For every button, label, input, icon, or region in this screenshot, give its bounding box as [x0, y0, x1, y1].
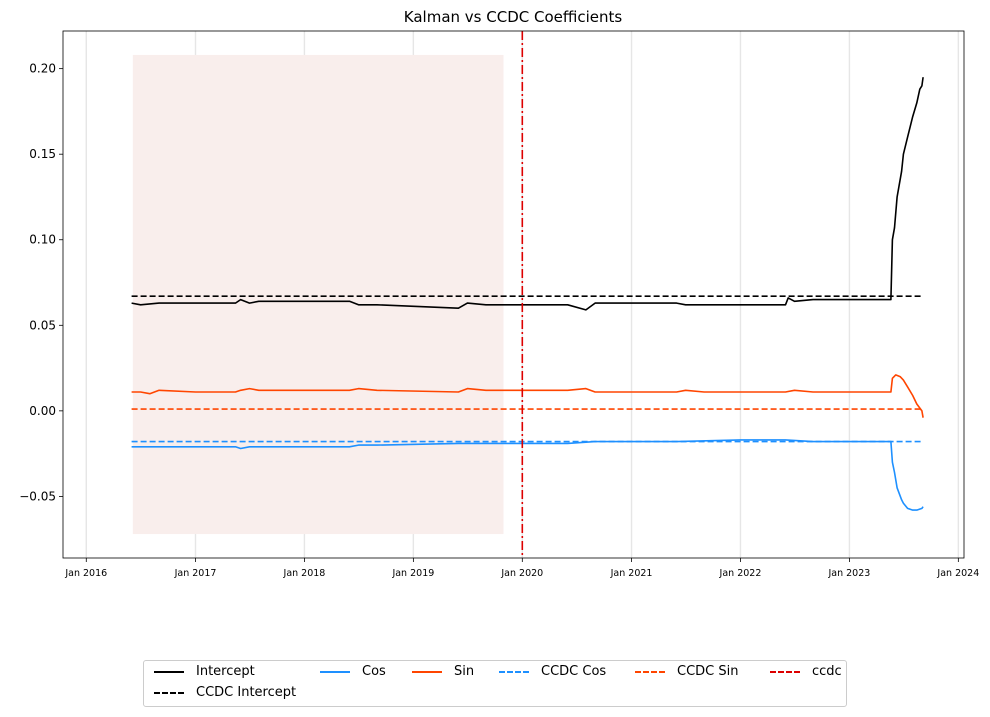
legend-item: Intercept — [154, 664, 255, 679]
y-tick-label: 0.20 — [29, 62, 56, 76]
x-tick-label: Jan 2019 — [391, 568, 434, 579]
series-sin-line — [131, 374, 924, 418]
legend-label: Cos — [362, 664, 386, 679]
x-tick-label: Jan 2023 — [827, 568, 870, 579]
legend: Intercept CCDC Intercept Cos Sin CCDC Cos CCD… — [143, 660, 847, 707]
x-axis: Jan 2016 Jan 2017 Jan 2018 Jan 2019 Jan 2020… — [64, 558, 979, 579]
plot-frame — [62, 30, 965, 559]
legend-swatch — [154, 670, 184, 673]
x-tick-label: Jan 2020 — [500, 568, 543, 579]
shaded-region-layer — [132, 54, 504, 535]
x-tick-label: Jan 2018 — [283, 568, 326, 579]
legend-item: CCDC Cos — [499, 664, 606, 679]
legend-item: CCDC Intercept — [154, 685, 296, 700]
legend-item: Sin — [412, 664, 474, 679]
y-tick-label: −0.05 — [19, 489, 56, 503]
legend-item: CCDC Sin — [635, 664, 738, 679]
legend-swatch — [320, 670, 350, 673]
series-intercept-line — [131, 77, 924, 311]
legend-label: CCDC Cos — [541, 664, 607, 679]
legend-item: ccdc — [770, 664, 842, 679]
legend-swatch — [412, 670, 442, 673]
chart-title: Kalman vs CCDC Coefficients — [404, 8, 623, 26]
x-tick-label: Jan 2017 — [174, 568, 217, 579]
legend-label: ccdc — [812, 664, 842, 679]
legend-label: CCDC Sin — [677, 664, 739, 679]
x-tick-label: Jan 2022 — [719, 568, 762, 579]
y-tick-label: 0.05 — [29, 318, 56, 332]
legend-item: Cos — [320, 664, 386, 679]
legend-swatch — [499, 670, 529, 673]
y-tick-label: 0.10 — [29, 233, 56, 247]
series-layer — [131, 77, 924, 511]
shaded-region — [132, 54, 504, 535]
y-tick-label: 0.00 — [29, 404, 56, 418]
legend-swatch — [770, 670, 800, 673]
legend-label: Intercept — [196, 664, 255, 679]
legend-label: CCDC Intercept — [196, 685, 297, 700]
y-tick-label: 0.15 — [29, 147, 56, 161]
x-tick-label: Jan 2024 — [936, 568, 979, 579]
legend-swatch — [154, 691, 184, 694]
legend-label: Sin — [454, 664, 475, 679]
legend-swatch — [635, 670, 665, 673]
y-axis: −0.05 0.00 0.05 0.10 0.15 0.20 — [19, 62, 63, 503]
x-tick-label: Jan 2021 — [610, 568, 653, 579]
x-tick-label: Jan 2016 — [64, 568, 107, 579]
